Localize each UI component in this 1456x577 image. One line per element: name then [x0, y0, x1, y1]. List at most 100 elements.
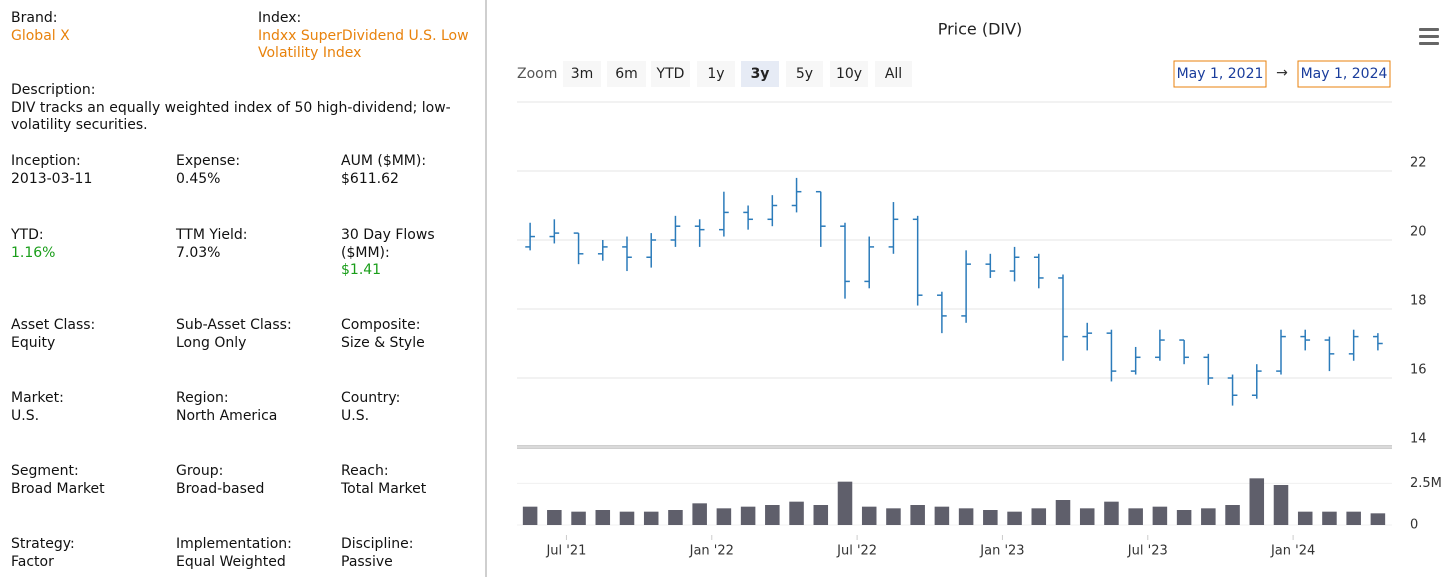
field-value: 1.16%: [11, 244, 56, 261]
ohlc-bar: [694, 219, 705, 247]
volume-bar: [547, 510, 562, 525]
ohlc-bar: [1058, 274, 1068, 361]
button-label: 6m: [615, 66, 638, 82]
info-field: Reach: Total Market: [341, 463, 461, 498]
zoom-button[interactable]: All: [875, 61, 912, 87]
info-field: Region: North America: [176, 390, 331, 425]
field-label: Discipline:: [341, 536, 414, 552]
ohlc-bar: [1348, 329, 1359, 361]
ohlc-bar: [791, 177, 802, 213]
field-value: Broad Market: [11, 480, 105, 497]
info-field: Discipline: Passive: [341, 536, 461, 571]
volume-bar: [522, 506, 538, 525]
info-field: Index: Indxx SuperDividend U.S. Low Volat…: [258, 10, 473, 63]
ohlc-bar: [1251, 364, 1262, 399]
field-label: Region:: [176, 390, 229, 406]
zoom-button[interactable]: 1y: [697, 61, 735, 87]
volume-bar: [692, 503, 707, 525]
info-field: Strategy: Factor: [11, 536, 166, 571]
button-label: 5y: [796, 66, 813, 82]
button-bg: [741, 61, 779, 87]
chart: Price (DIV) Zoom May 1, 2021 → May 1, 20…: [517, 20, 1442, 559]
info-field: Country: U.S.: [341, 390, 461, 425]
ohlc-bar: [525, 222, 535, 251]
volume-bar: [1370, 513, 1386, 525]
button-label: 1y: [707, 66, 724, 82]
ohlc-bar: [573, 232, 584, 265]
field-value: U.S.: [11, 407, 40, 424]
y-tick-label: 16: [1410, 363, 1427, 378]
info-field: AUM ($MM): $611.62: [341, 153, 461, 188]
volume-bar: [595, 510, 611, 525]
ohlc-bar: [840, 222, 850, 299]
button-label: 10y: [836, 66, 862, 82]
volume-bar: [837, 481, 853, 525]
field-label: Implementation:: [176, 536, 292, 552]
volume-bar: [571, 511, 586, 525]
ohlc-bar: [743, 205, 753, 230]
ohlc-bar: [1082, 322, 1093, 351]
field-value: Equal Weighted: [176, 553, 286, 570]
ohlc-bar: [1227, 374, 1238, 406]
field-label: Composite:: [341, 317, 421, 333]
volume-bar: [934, 506, 950, 525]
button-label: 3m: [571, 66, 594, 82]
field-value: 2013-03-11: [11, 170, 93, 187]
volume-bar: [813, 505, 829, 525]
field-value: DIV tracks an equally weighted index of …: [11, 99, 451, 134]
field-label: Expense:: [176, 153, 241, 169]
zoom-button[interactable]: 3m: [563, 61, 601, 87]
date-input[interactable]: [1173, 60, 1267, 88]
field-label: Asset Class:: [11, 317, 96, 333]
zoom-button[interactable]: 3y: [741, 61, 779, 87]
ohlc-bar: [961, 250, 971, 323]
ohlc-bar: [597, 240, 608, 261]
zoom-button[interactable]: 10y: [830, 61, 868, 87]
field-label: 30 Day Flows ($MM):: [341, 227, 435, 261]
volume-bar: [1225, 505, 1240, 525]
field-label: AUM ($MM):: [341, 153, 427, 169]
zoom-button[interactable]: 6m: [607, 61, 646, 87]
ohlc-bar: [1033, 253, 1044, 289]
volume-bar: [1152, 506, 1168, 525]
menu-icon[interactable]: [1419, 28, 1439, 45]
volume-bar: [716, 508, 732, 525]
button-bg: [651, 61, 690, 87]
info-field: TTM Yield: 7.03%: [176, 227, 331, 262]
volume-bar: [619, 511, 635, 525]
button-bg: [830, 61, 868, 87]
button-label: YTD: [656, 66, 685, 82]
field-label: Reach:: [341, 463, 389, 479]
info-field: Sub-Asset Class: Long Only: [176, 317, 331, 352]
zoom-button[interactable]: YTD: [651, 61, 690, 87]
x-tick-label: Jan '22: [689, 544, 734, 559]
volume-bar: [1007, 511, 1022, 525]
field-value: Indxx SuperDividend U.S. Low Volatility …: [258, 27, 469, 62]
info-field: Implementation: Equal Weighted: [176, 536, 331, 571]
date-input[interactable]: [1297, 60, 1391, 88]
zoom-label: Zoom: [517, 66, 557, 82]
field-label: Brand:: [11, 10, 58, 26]
menu-line: [1419, 42, 1439, 45]
ohlc-bar: [864, 236, 875, 289]
ohlc-bar: [767, 195, 778, 227]
info-field: Segment: Broad Market: [11, 463, 166, 498]
x-tick-label: Jan '23: [979, 544, 1024, 559]
volume-bar: [910, 505, 925, 525]
ohlc-bar: [646, 233, 657, 268]
field-label: Description:: [11, 82, 96, 98]
field-value: $611.62: [341, 170, 399, 187]
info-field: YTD: 1.16%: [11, 227, 166, 262]
volume-bar: [983, 510, 998, 525]
info-field: Asset Class: Equity: [11, 317, 166, 352]
info-field: Expense: 0.45%: [176, 153, 331, 188]
field-value: $1.41: [341, 262, 382, 278]
button-label: 3y: [751, 66, 770, 82]
field-value: Factor: [11, 553, 54, 570]
range-end: May 1, 2024: [1301, 66, 1388, 82]
field-label: Country:: [341, 390, 401, 406]
volume-bar: [740, 506, 756, 525]
zoom-button[interactable]: 5y: [786, 61, 823, 87]
field-value: Equity: [11, 334, 56, 351]
